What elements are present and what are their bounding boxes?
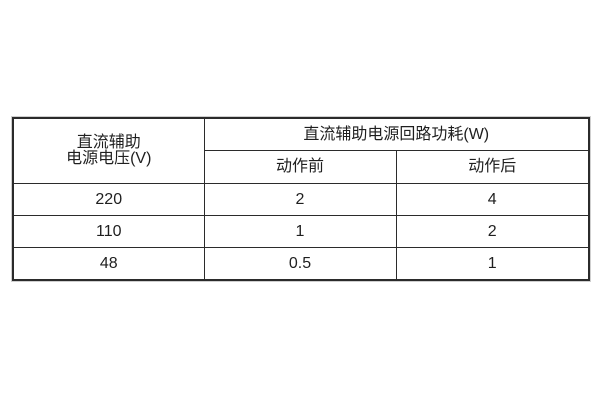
header-power-group-cell: 直流辅助电源回路功耗(W) [203,117,590,151]
header-voltage-line1: 直流辅助 [76,134,141,151]
power-before-cell: 1 [203,215,397,248]
power-before-cell: 0.5 [203,247,397,281]
table-row-48v: 48 0.5 1 [12,247,590,281]
power-consumption-table-container: 直流辅助 电源电压(V) 直流辅助电源回路功耗(W) 动作前 动作后 220 2… [12,117,591,281]
subheader-before-cell: 动作前 [203,150,397,184]
voltage-cell: 220 [12,183,205,216]
header-voltage-cell: 直流辅助 电源电压(V) [12,117,205,184]
power-after-cell: 2 [395,215,590,248]
power-consumption-table: 直流辅助 电源电压(V) 直流辅助电源回路功耗(W) 动作前 动作后 220 2… [12,117,591,281]
power-after-cell: 1 [395,247,590,281]
power-after-cell: 4 [395,183,590,216]
subheader-after-cell: 动作后 [395,150,590,184]
table-header-row-group: 直流辅助 电源电压(V) 直流辅助电源回路功耗(W) [12,117,590,184]
voltage-cell: 48 [12,247,205,281]
table-header-row-sub: 动作前 动作后 [13,150,590,184]
voltage-cell: 110 [12,215,205,248]
header-voltage-line2: 电源电压(V) [66,150,152,167]
table-row-220v: 220 2 4 [12,183,590,216]
power-before-cell: 2 [203,183,397,216]
table-row-110v: 110 1 2 [12,215,590,248]
